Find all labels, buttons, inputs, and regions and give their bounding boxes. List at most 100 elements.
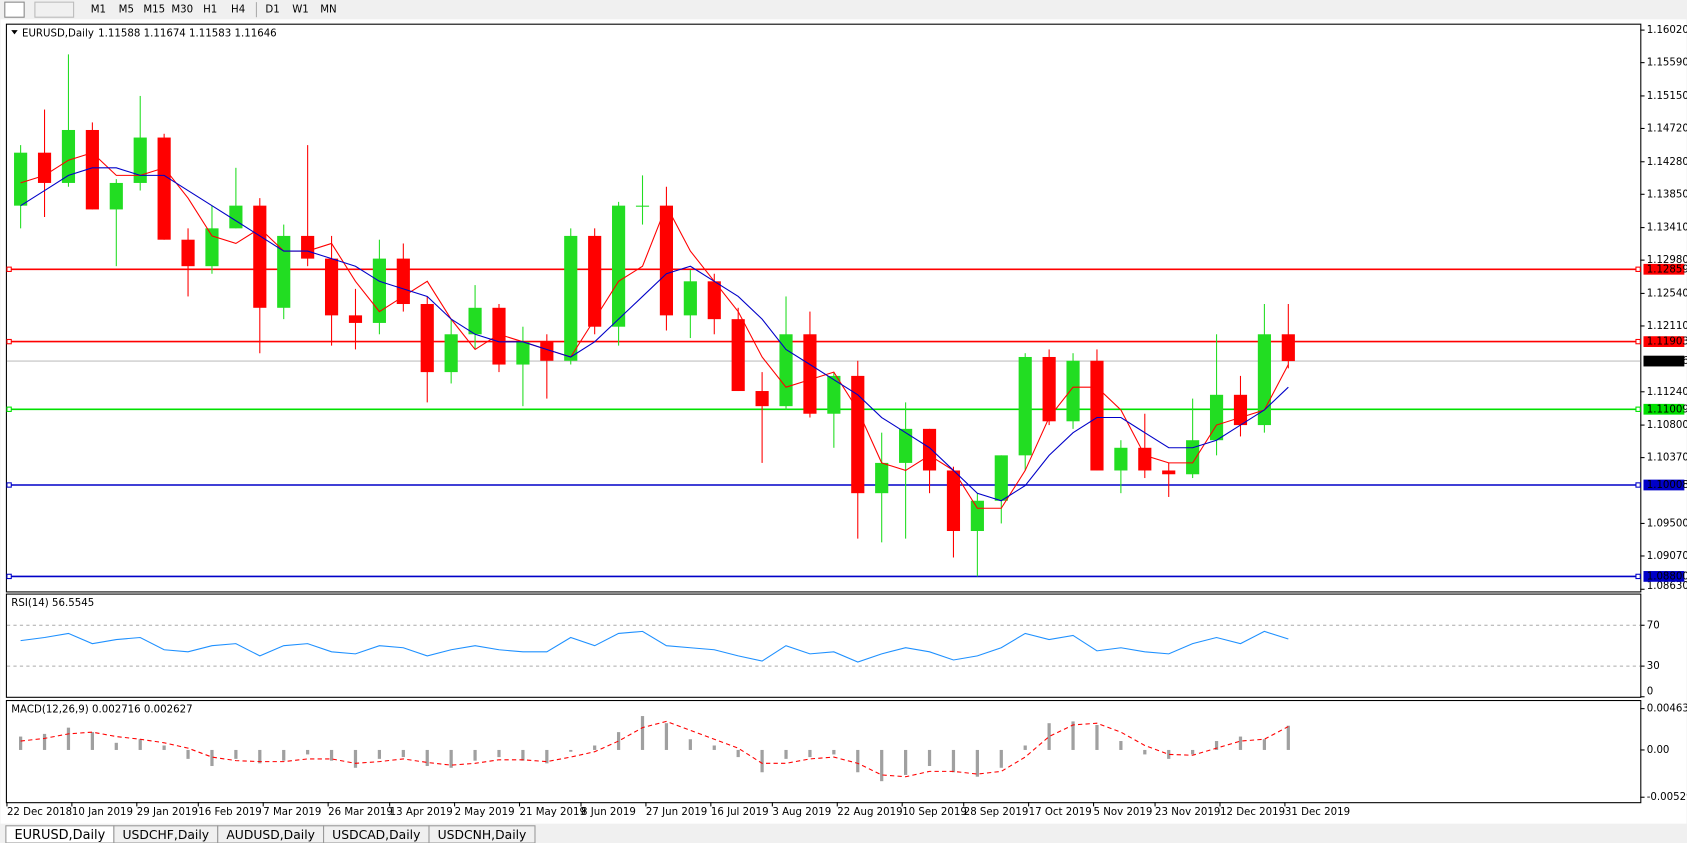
tab[interactable] (428, 825, 536, 843)
macd-bar (760, 749, 764, 773)
main-pane (5, 23, 1642, 593)
timeframe-button[interactable]: W1 (292, 5, 309, 16)
candle-body (731, 319, 745, 392)
macd-bar (473, 749, 477, 761)
candle-body (994, 455, 1008, 501)
level-handle[interactable] (1635, 482, 1641, 488)
tab-label[interactable]: EURUSD,Daily (14, 828, 105, 843)
timeframe-button[interactable]: H4 (231, 5, 245, 16)
y-tick-label: 30 (1647, 661, 1660, 672)
tab-label[interactable]: AUDUSD,Daily (226, 828, 315, 842)
candle-body (875, 462, 889, 494)
candle-body (301, 235, 315, 259)
x-tick-label: 5 Nov 2019 (1094, 807, 1153, 818)
macd-bar (951, 749, 956, 773)
macd-bar (42, 733, 47, 750)
candle-body (1233, 394, 1248, 426)
moving-average (20, 152, 1289, 509)
macd-bar (856, 749, 860, 773)
level-handle[interactable] (1635, 266, 1641, 272)
y-tick-label: 1.12540 (1647, 288, 1687, 299)
x-tick-label: 29 Jan 2019 (137, 807, 198, 818)
tab-label[interactable]: USDCNH,Daily (438, 828, 527, 842)
timeframe-button[interactable]: D1 (265, 5, 279, 16)
level-handle[interactable] (6, 482, 12, 488)
y-tick-label: 1.16020 (1647, 25, 1687, 36)
macd-bar (258, 749, 262, 764)
macd-bar (1071, 721, 1075, 750)
macd-bar (1191, 749, 1195, 755)
candle-body (468, 307, 482, 335)
x-tick-label: 21 May 2019 (519, 807, 586, 818)
macd-bar (975, 749, 979, 777)
level-handle[interactable] (6, 573, 12, 580)
level-handle[interactable] (1635, 406, 1641, 412)
chart-window (0, 19, 1687, 824)
level-handle[interactable] (6, 338, 12, 345)
tab-label[interactable]: USDCAD,Daily (332, 828, 420, 842)
timeframe-button[interactable]: M5 (119, 5, 134, 16)
symbol: EURUSD,Daily (22, 28, 94, 39)
candle-body (109, 182, 123, 210)
y-tick-label: 1.12980 (1647, 255, 1687, 266)
macd-bar (1262, 739, 1267, 750)
level-handle[interactable] (6, 406, 12, 412)
candle-body (277, 235, 291, 308)
level-handle[interactable] (1635, 338, 1641, 345)
timeframe-button[interactable]: M1 (91, 5, 106, 16)
y-tick-label: 1.11240 (1647, 387, 1687, 398)
x-tick-label: 28 Sep 2019 (964, 807, 1029, 818)
x-tick-label: 26 Mar 2019 (328, 807, 393, 818)
candle-body (540, 341, 554, 361)
macd-bar (162, 745, 166, 750)
candle-body (827, 375, 841, 414)
x-tick-label: 8 Jun 2019 (581, 807, 636, 818)
current-price-label: 1.11646 (1647, 356, 1687, 367)
candle-body (635, 205, 650, 207)
macd-bar (114, 742, 118, 750)
candle-body (779, 334, 793, 407)
macd-bar (616, 732, 621, 750)
level-label: 1.10008 (1647, 480, 1687, 491)
candle-body (444, 334, 458, 373)
timeframe-button[interactable]: M30 (171, 5, 193, 16)
y-tick-label: 1.09070 (1647, 551, 1687, 562)
candle-body (1186, 440, 1200, 475)
timeframe-button[interactable]: M15 (143, 5, 165, 16)
candle-body (61, 129, 76, 183)
macd-bar (640, 716, 645, 750)
toolbar (0, 0, 1687, 20)
macd-bar (353, 749, 358, 768)
level-handle[interactable] (6, 266, 12, 272)
y-tick-label: 1.15150 (1647, 91, 1687, 102)
timeframe-button[interactable]: MN (320, 5, 336, 16)
macd-bar (377, 749, 382, 759)
candle-body (683, 281, 697, 316)
macd-bar (808, 749, 812, 758)
level-handle[interactable] (1635, 573, 1641, 580)
x-tick-label: 27 Jun 2019 (646, 807, 707, 818)
level-label-box (1643, 403, 1685, 415)
macd-bar (784, 749, 788, 759)
candle-body (372, 258, 386, 323)
level-label-box (1643, 263, 1685, 275)
macd-bar (1047, 723, 1051, 750)
timeframe-button[interactable]: H1 (203, 5, 217, 16)
toolbar-icon[interactable] (34, 1, 75, 18)
x-tick-label: 22 Dec 2018 (7, 807, 72, 818)
macd-bar (545, 749, 549, 764)
macd-bar (497, 749, 501, 758)
candle-body (157, 137, 171, 240)
symbol-menu-arrow[interactable] (11, 30, 18, 35)
toolbar-icon[interactable] (4, 1, 25, 18)
macd-bar (880, 749, 884, 782)
candle-body (588, 235, 602, 327)
rsi-pane (5, 593, 1642, 698)
macd-bar (234, 749, 238, 759)
macd-bar (593, 745, 597, 750)
x-tick-label: 17 Oct 2019 (1029, 807, 1092, 818)
tab-label[interactable]: USDCHF,Daily (122, 828, 209, 842)
macd-bar (521, 749, 525, 761)
y-tick-label: 1.08630 (1647, 581, 1687, 592)
